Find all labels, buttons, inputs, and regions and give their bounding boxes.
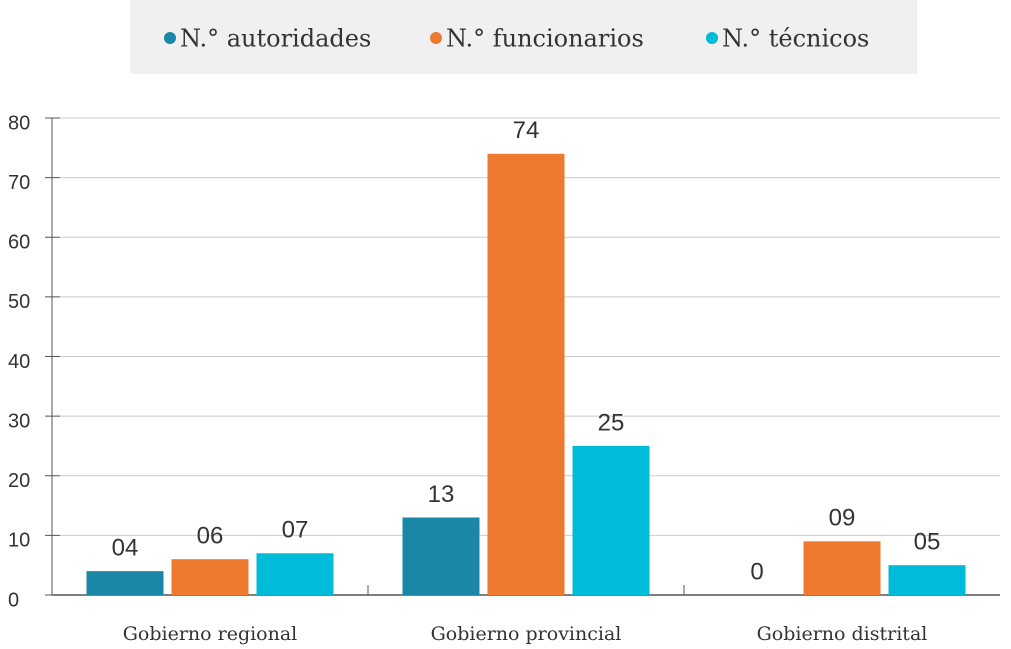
legend-marker xyxy=(706,32,718,44)
x-tick-label: Gobierno provincial xyxy=(431,623,622,645)
bar xyxy=(86,571,164,595)
y-tick-label: 10 xyxy=(8,530,30,552)
value-label: 0 xyxy=(750,558,763,585)
bar xyxy=(888,565,966,595)
legend-label: N.° autoridades xyxy=(180,25,371,53)
y-tick-label: 20 xyxy=(8,470,30,492)
value-label: 74 xyxy=(513,117,540,144)
y-tick-label: 80 xyxy=(8,112,30,134)
legend-marker xyxy=(164,32,176,44)
legend-box xyxy=(130,0,917,74)
y-tick-label: 60 xyxy=(8,232,30,254)
legend-label: N.° funcionarios xyxy=(446,25,644,53)
bar xyxy=(572,445,650,595)
bar xyxy=(402,517,480,595)
x-tick-label: Gobierno regional xyxy=(123,623,298,645)
value-label: 25 xyxy=(598,409,625,436)
y-tick-label: 40 xyxy=(8,351,30,373)
bar xyxy=(803,541,881,595)
bar xyxy=(256,553,334,595)
value-label: 06 xyxy=(197,523,224,550)
bar xyxy=(487,153,565,595)
value-label: 05 xyxy=(914,529,941,556)
x-tick-label: Gobierno distrital xyxy=(757,623,928,645)
y-tick-label: 0 xyxy=(8,589,19,611)
value-label: 07 xyxy=(282,517,309,544)
y-tick-label: 70 xyxy=(8,172,30,194)
bar xyxy=(171,559,249,595)
value-label: 04 xyxy=(112,534,139,561)
legend-marker xyxy=(430,32,442,44)
value-label: 13 xyxy=(428,481,455,508)
y-tick-label: 30 xyxy=(8,410,30,432)
legend-label: N.° técnicos xyxy=(722,25,869,53)
y-tick-label: 50 xyxy=(8,291,30,313)
value-label: 09 xyxy=(829,505,856,532)
